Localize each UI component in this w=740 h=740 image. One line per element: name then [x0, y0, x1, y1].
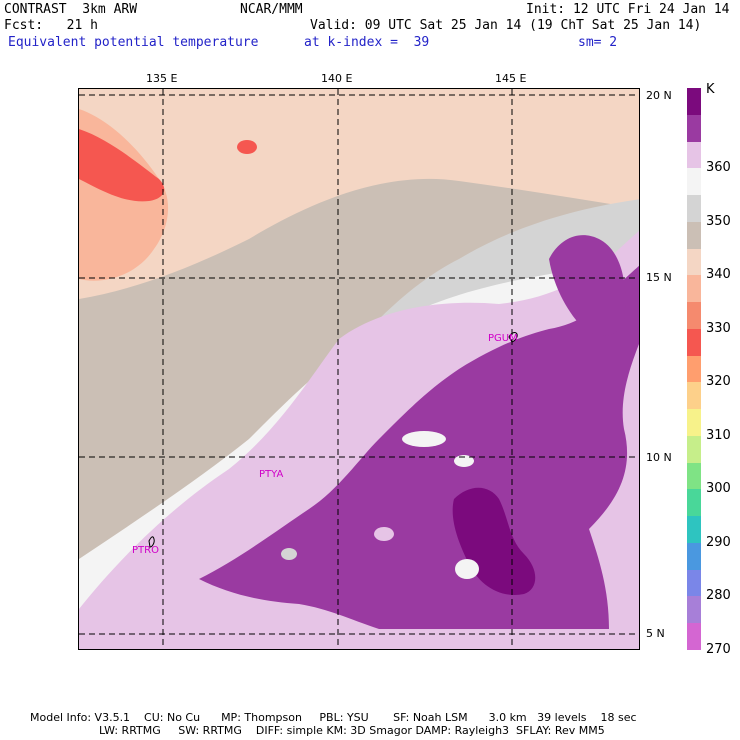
field-region-purple-arm — [549, 235, 626, 336]
legend-label: 310 — [706, 427, 731, 443]
level-info: at k-index = 39 — [304, 35, 430, 50]
smoothing-info: sm= 2 — [578, 35, 618, 50]
field-blob-white — [455, 559, 479, 579]
field-region-peach — [79, 89, 639, 299]
legend-swatch — [687, 623, 701, 651]
model-info-line2: LW: RRTMG SW: RRTMG DIFF: simple KM: 3D … — [99, 724, 605, 737]
field-region-purple — [199, 265, 639, 629]
legend-swatch — [687, 328, 701, 357]
legend-label: 300 — [706, 481, 731, 497]
legend-swatch — [687, 248, 701, 276]
forecast-hour: Fcst: 21 h — [4, 18, 98, 33]
graticule — [79, 89, 639, 649]
model-info-line1: Model Info: V3.5.1 CU: No Cu MP: Thompso… — [30, 711, 637, 724]
theta-e-map — [78, 88, 640, 650]
station-label: PTYA — [259, 469, 284, 480]
station-label: PTRO — [132, 545, 159, 556]
legend-swatch — [687, 489, 701, 517]
legend-swatch — [687, 302, 701, 330]
field-blob-lightviolet — [374, 527, 394, 541]
legend-label: 360 — [706, 160, 731, 176]
legend-label: 330 — [706, 320, 731, 336]
legend-unit: K — [706, 82, 715, 97]
legend-swatch — [687, 409, 701, 437]
field-region-red — [79, 129, 165, 202]
field-blob-red — [237, 140, 257, 154]
legend-swatch — [687, 516, 701, 544]
legend-swatch — [687, 195, 701, 223]
field-name: Equivalent potential temperature — [8, 35, 259, 50]
lat-label: 20 N — [646, 89, 672, 102]
legend-swatch — [687, 221, 701, 250]
center-name: NCAR/MMM — [240, 2, 303, 17]
valid-time: Valid: 09 UTC Sat 25 Jan 14 (19 ChT Sat … — [310, 18, 702, 33]
field-blob-white — [454, 455, 474, 467]
legend-swatch — [687, 114, 701, 142]
legend-swatch — [687, 141, 701, 169]
legend-swatch — [687, 355, 701, 383]
lon-label: 145 E — [495, 72, 527, 85]
legend-label: 340 — [706, 267, 731, 283]
map-canvas — [79, 89, 639, 649]
init-time: Init: 12 UTC Fri 24 Jan 14 — [526, 2, 730, 17]
palau-coastline — [148, 536, 155, 548]
lon-label: 135 E — [146, 72, 178, 85]
legend-swatch — [687, 462, 701, 490]
lat-label: 10 N — [646, 451, 672, 464]
legend-label: 350 — [706, 213, 731, 229]
legend-swatch — [687, 168, 701, 196]
legend-label: 270 — [706, 642, 731, 657]
legend-swatch — [687, 435, 701, 464]
field-blob-white — [402, 431, 446, 447]
lat-label: 5 N — [646, 627, 665, 640]
legend-swatch — [687, 569, 701, 597]
guam-coastline — [508, 332, 518, 343]
legend-swatch — [687, 542, 701, 571]
legend-swatch — [687, 596, 701, 624]
legend-label: 290 — [706, 534, 731, 550]
station-label: PGUM — [488, 333, 518, 344]
legend-label: 320 — [706, 374, 731, 390]
field-blob-grey — [281, 548, 297, 560]
lat-label: 15 N — [646, 271, 672, 284]
legend-swatch — [687, 88, 701, 116]
lon-label: 140 E — [321, 72, 353, 85]
legend-swatch — [687, 382, 701, 410]
model-name: CONTRAST 3km ARW — [4, 2, 138, 17]
legend-label: 280 — [706, 588, 731, 604]
legend-swatch — [687, 275, 701, 303]
